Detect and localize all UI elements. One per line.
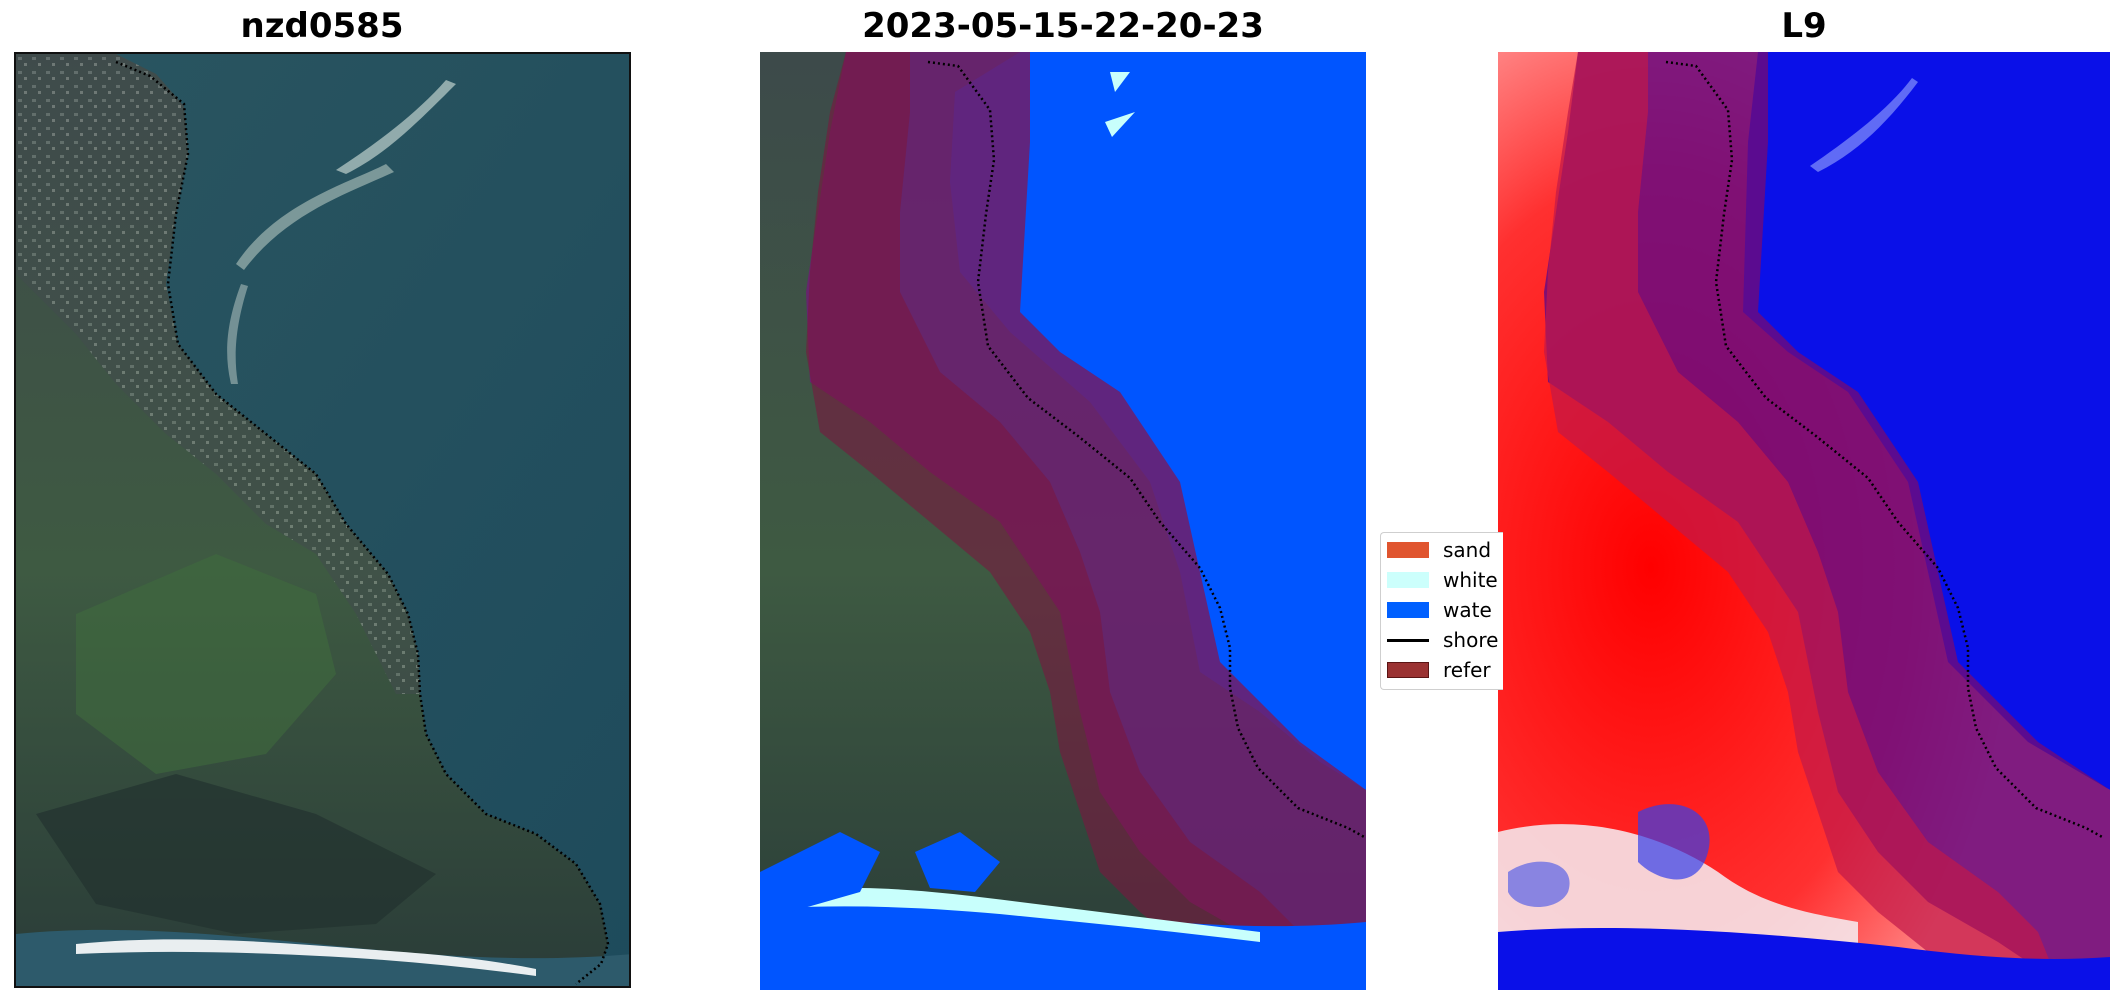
legend-label-water: wate [1443, 598, 1492, 622]
legend-item-whitewater: white [1381, 567, 1503, 593]
legend-item-sand: sand [1381, 537, 1503, 563]
legend: sand white wate shore refer [1380, 532, 1503, 690]
satellite-image [16, 54, 629, 986]
satellite-image-panel [14, 52, 631, 988]
panel-title-image: nzd0585 [240, 6, 404, 46]
legend-swatch-sand [1387, 542, 1429, 558]
panel-title-index: L9 [1781, 6, 1827, 46]
legend-item-reference: refer [1381, 657, 1503, 683]
legend-label-whitewater: white [1443, 568, 1498, 592]
legend-item-water: wate [1381, 597, 1503, 623]
classification-map [760, 52, 1366, 990]
legend-item-shoreline: shore [1381, 627, 1503, 653]
legend-label-sand: sand [1443, 538, 1492, 562]
legend-swatch-shoreline [1387, 632, 1429, 648]
legend-swatch-reference [1387, 662, 1429, 678]
legend-swatch-whitewater [1387, 572, 1429, 588]
legend-label-shoreline: shore [1443, 628, 1499, 652]
legend-label-reference: refer [1443, 658, 1491, 682]
panel-title-classification: 2023-05-15-22-20-23 [862, 6, 1264, 46]
index-map [1498, 52, 2110, 990]
classification-panel [760, 52, 1366, 990]
legend-swatch-water [1387, 602, 1429, 618]
index-panel [1498, 52, 2110, 990]
